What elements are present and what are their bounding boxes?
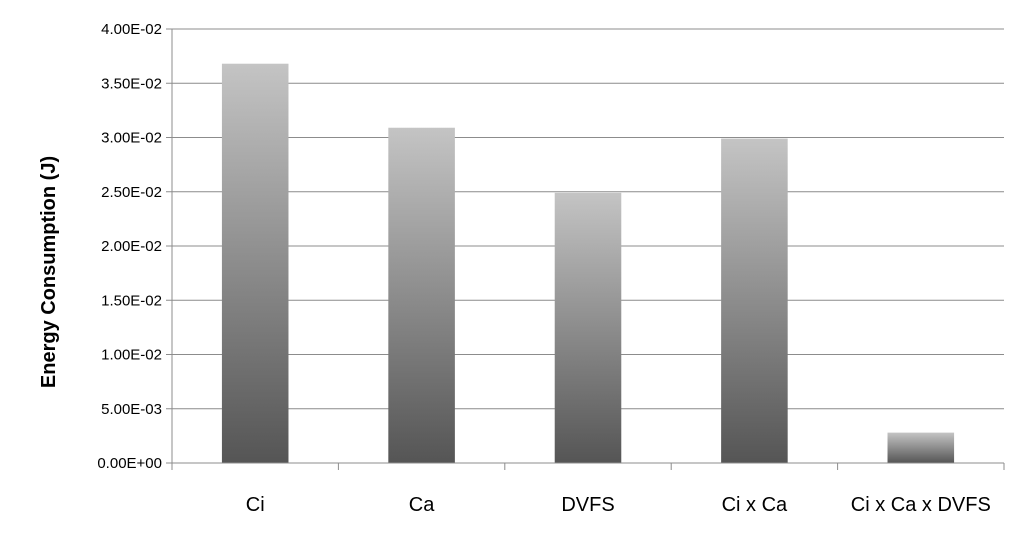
y-tick-labels: 0.00E+00 5.00E-03 1.00E-02 1.50E-02 2.00E-02… — [97, 21, 162, 472]
y-tick-label: 2.50E-02 — [101, 184, 162, 201]
x-tick-label: Ci x Ca x DVFS — [851, 494, 991, 516]
y-tick-label: 1.00E-02 — [101, 347, 162, 364]
x-tick-label: DVFS — [561, 494, 614, 516]
y-tick-label: 1.50E-02 — [101, 292, 162, 309]
bar — [721, 138, 788, 463]
y-tick-label: 2.00E-02 — [101, 238, 162, 255]
y-tick-label: 3.00E-02 — [101, 130, 162, 147]
x-tick-label: Ci — [246, 494, 265, 516]
y-tick-label: 0.00E+00 — [97, 455, 162, 472]
y-tick-label: 4.00E-02 — [101, 21, 162, 38]
bar — [887, 432, 955, 463]
axes — [171, 29, 1005, 470]
bar — [554, 192, 622, 463]
y-tick-label: 5.00E-03 — [101, 401, 162, 418]
x-tick-label: Ci x Ca — [722, 494, 788, 516]
bar — [221, 63, 289, 463]
y-axis-label: Energy Consumption (J) — [38, 156, 60, 388]
bars — [221, 63, 955, 464]
y-tick-label: 3.50E-02 — [101, 75, 162, 92]
bar — [388, 127, 455, 464]
x-tick-label: Ca — [409, 494, 435, 516]
x-tick-labels: Ci Ca DVFS Ci x Ca Ci x Ca x DVFS — [246, 494, 991, 516]
